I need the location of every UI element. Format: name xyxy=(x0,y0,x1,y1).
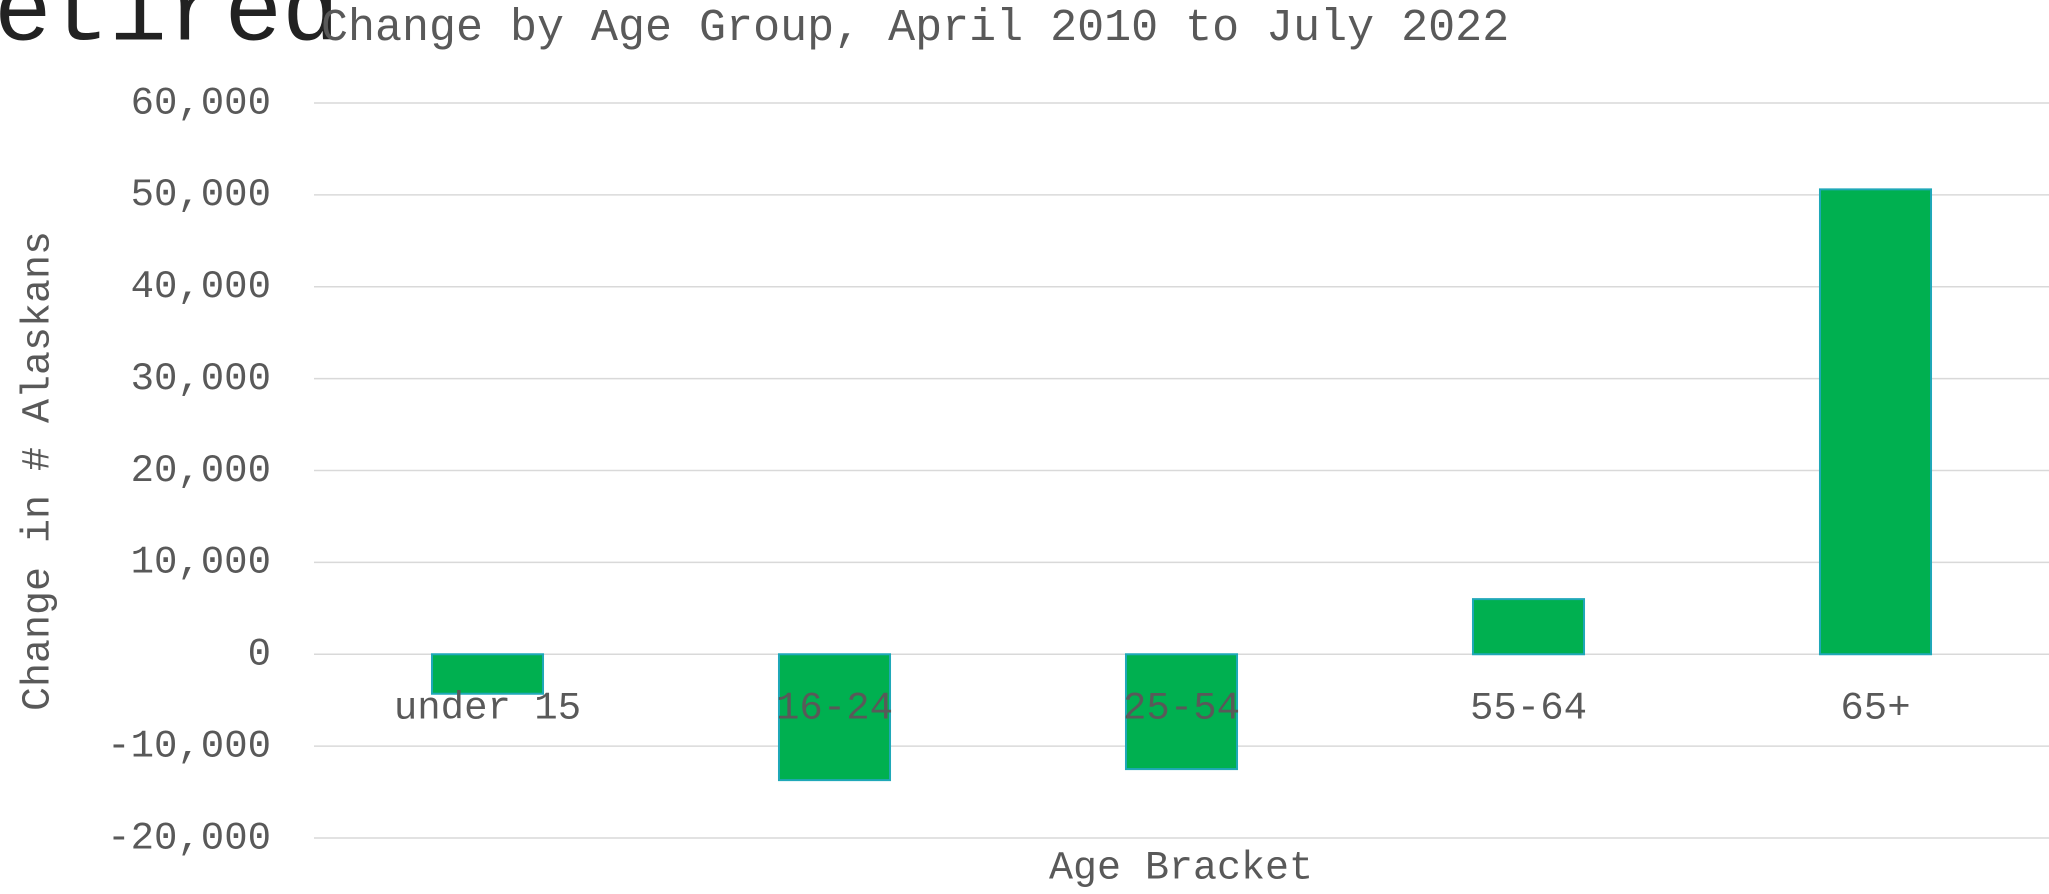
y-tick-label: 30,000 xyxy=(131,357,271,401)
y-tick-label: -10,000 xyxy=(107,724,271,768)
bar xyxy=(1471,598,1586,656)
chart-title: Change by Age Group, April 2010 to July … xyxy=(321,3,1509,54)
bar xyxy=(777,653,892,782)
y-tick-label: 50,000 xyxy=(131,173,271,217)
bar xyxy=(430,653,545,695)
x-tick-label: 55-64 xyxy=(1470,687,1587,731)
y-tick-label: 40,000 xyxy=(131,265,271,309)
y-tick-label: 20,000 xyxy=(131,449,271,493)
clipped-heading: etired xyxy=(0,0,340,68)
x-tick-label: 16-24 xyxy=(776,687,893,731)
x-tick-label: 65+ xyxy=(1840,687,1910,731)
y-tick-label: 60,000 xyxy=(131,81,271,125)
x-tick-label: 25-54 xyxy=(1123,687,1240,731)
y-axis-label: Change in # Alaskans xyxy=(17,231,62,711)
x-tick-label: under 15 xyxy=(394,687,581,731)
bar xyxy=(1124,653,1239,771)
y-tick-label: 10,000 xyxy=(131,541,271,585)
y-tick-label: 0 xyxy=(248,633,271,677)
bar xyxy=(1818,188,1933,656)
x-axis-label: Age Bracket xyxy=(1049,847,1313,892)
y-tick-label: -20,000 xyxy=(107,816,271,860)
